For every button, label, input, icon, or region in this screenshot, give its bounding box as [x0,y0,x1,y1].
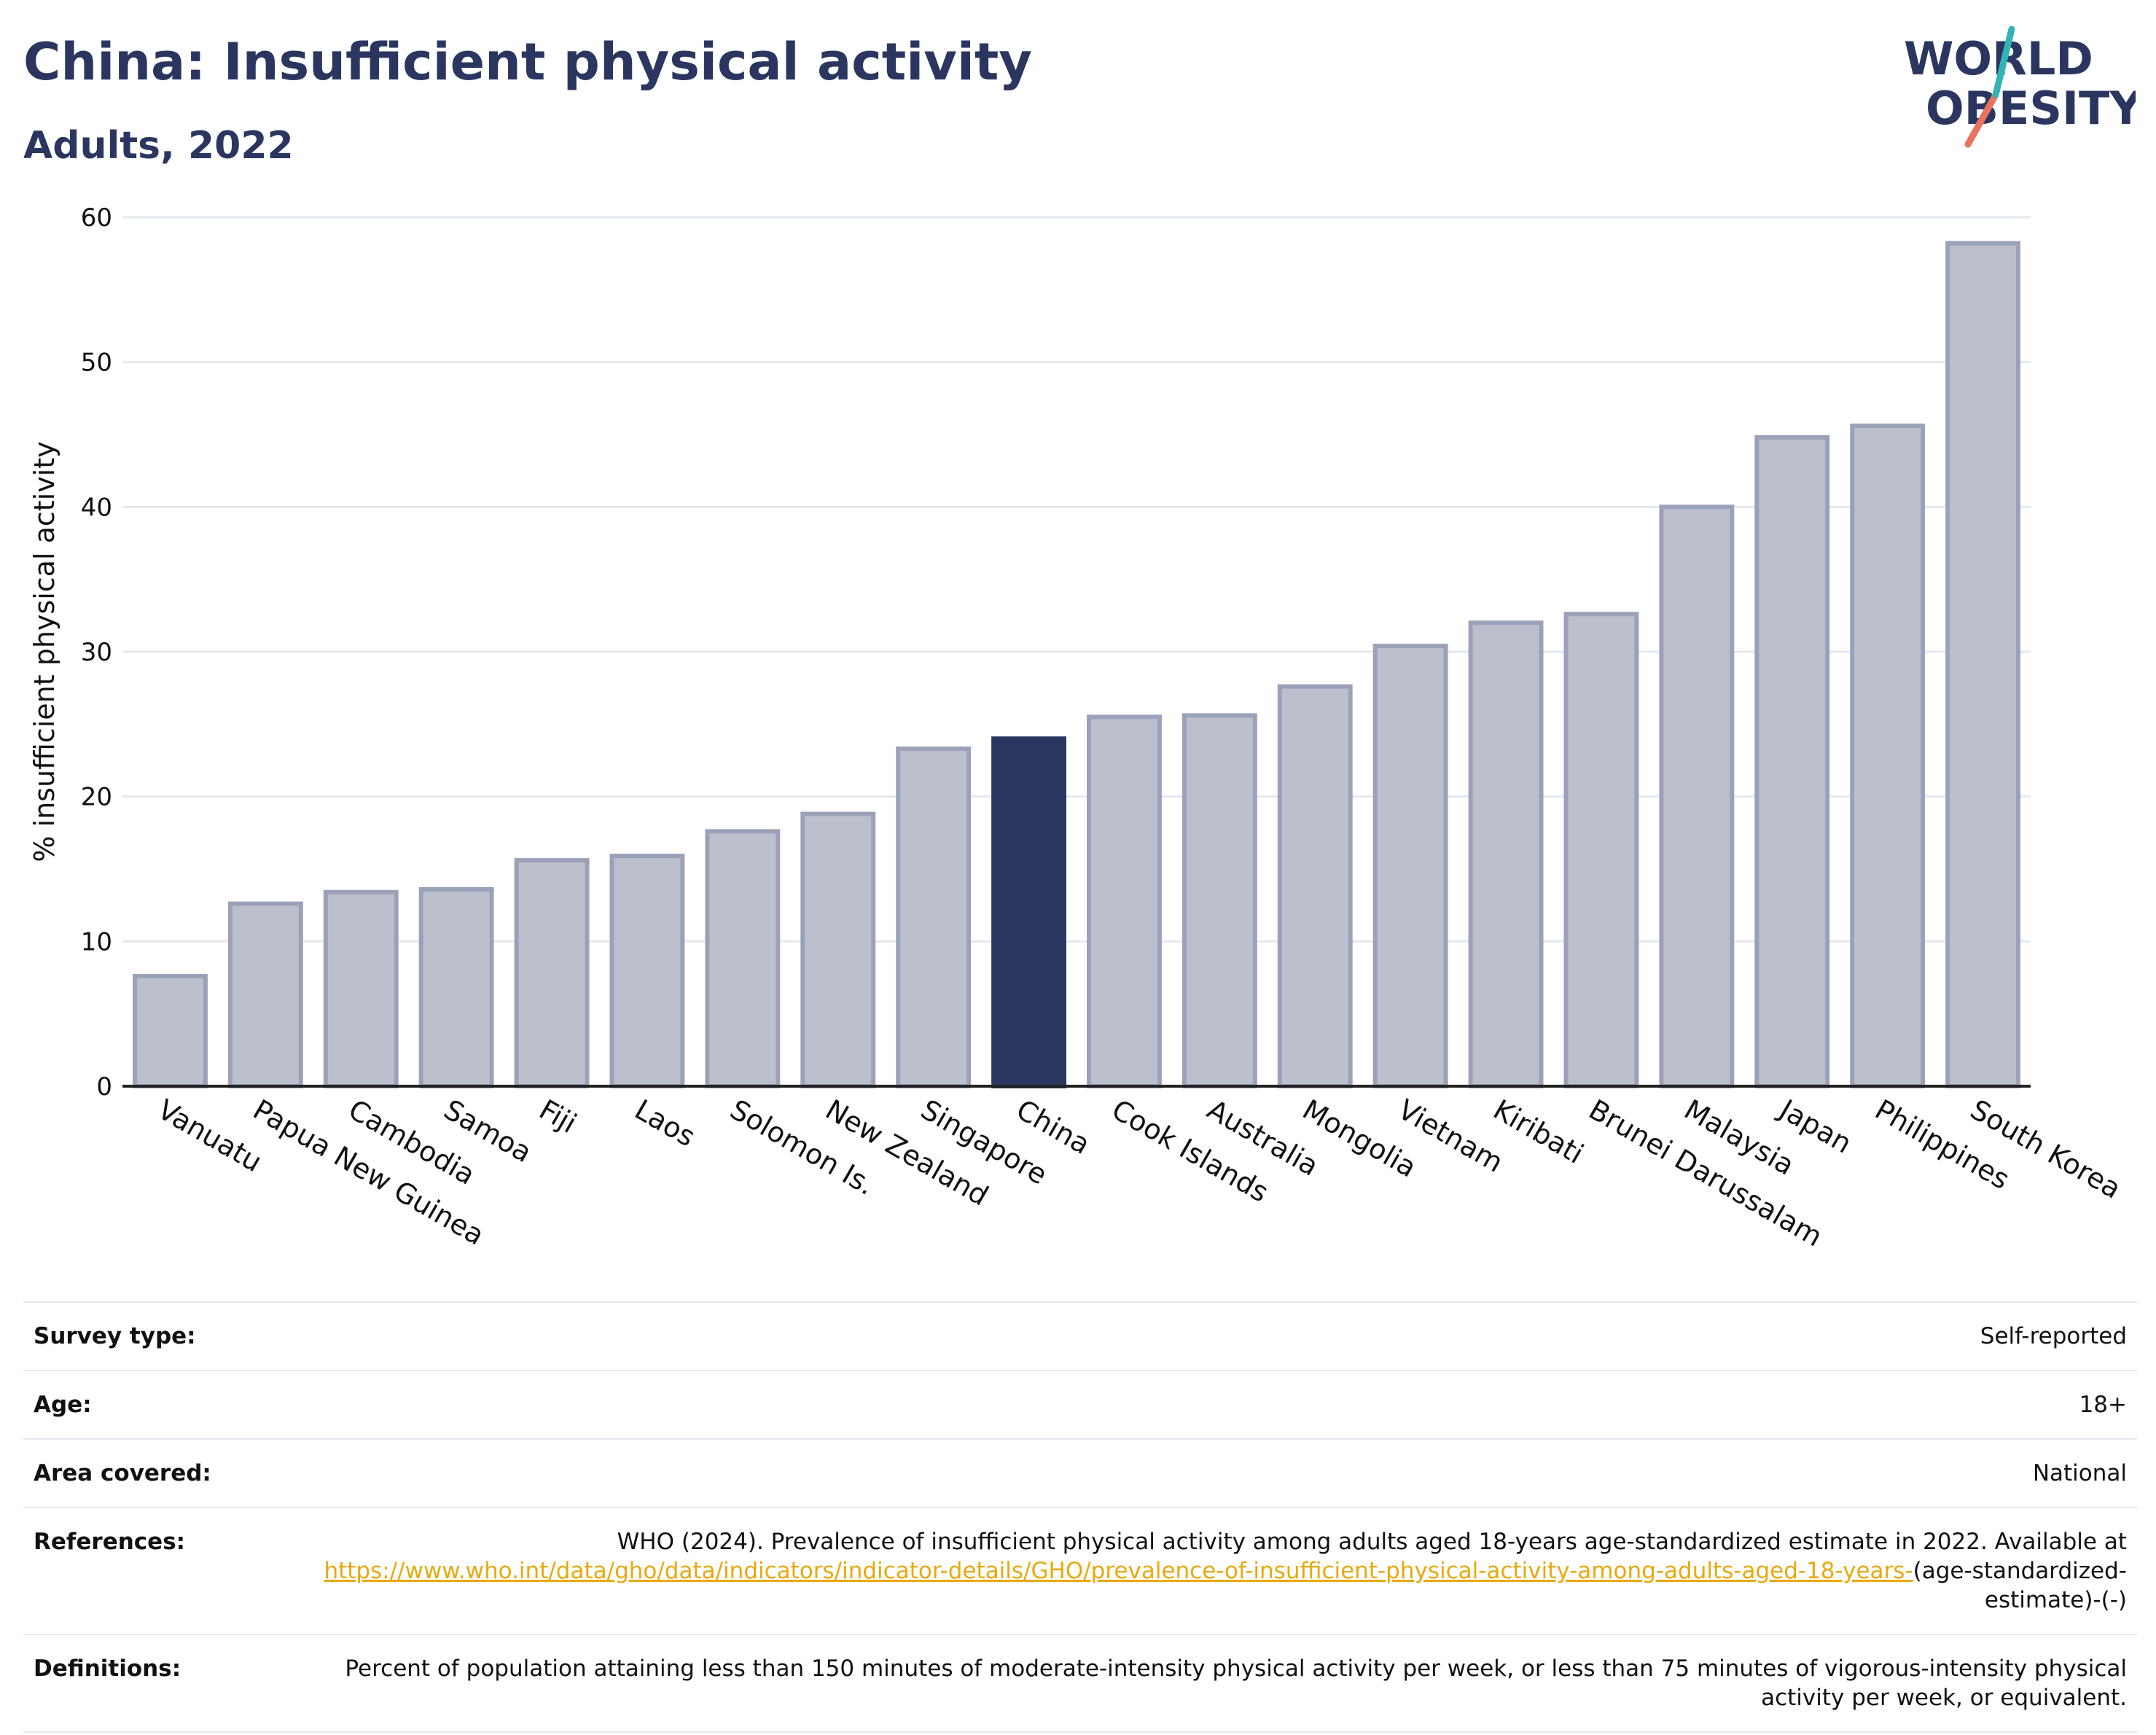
x-tick-label: Laos [629,1093,700,1153]
x-tick-label: Vanuatu [152,1093,267,1178]
logo-line2: OBESITY [1926,82,2136,135]
bar-japan[interactable] [1754,434,1830,1088]
bar-cook-islands[interactable] [1087,714,1162,1089]
metadata-table: Survey type: Self-reported Age: 18+ Area… [23,1301,2137,1733]
bar-solomon-is[interactable] [705,829,781,1088]
meta-row-area: Area covered: National [23,1438,2137,1507]
y-tick-label: 20 [81,783,112,812]
bar-vietnam[interactable] [1372,644,1448,1088]
gridlines [122,216,2031,943]
bar-vanuatu[interactable] [133,974,208,1088]
bar-brunei-darussalam[interactable] [1563,612,1639,1088]
bar-mongolia[interactable] [1277,684,1353,1088]
area-value: National [2032,1460,2127,1486]
world-obesity-logo: WORLD OBESITY [1904,26,2136,148]
references-label: References: [34,1529,186,1555]
y-tick-label: 30 [81,638,112,667]
bar-malaysia[interactable] [1659,504,1735,1089]
bar-singapore[interactable] [896,746,972,1089]
logo-slash-teal [1992,26,2015,98]
references-link[interactable]: https://www.who.int/data/gho/data/indica… [324,1558,1913,1584]
area-label: Area covered: [34,1460,211,1486]
bar-papua-new-guinea[interactable] [227,901,303,1088]
y-tick-label: 40 [81,493,112,522]
meta-row-survey-type: Survey type: Self-reported [23,1301,2137,1370]
bar-kiribati[interactable] [1468,620,1544,1088]
logo-slash-red [1964,91,1999,148]
definitions-value: Percent of population attaining less tha… [345,1656,2127,1711]
references-suffix: (age-standardized-estimate)-(-) [1913,1558,2127,1613]
survey-type-value: Self-reported [1980,1323,2127,1349]
bar-new-zealand[interactable] [800,811,876,1088]
age-label: Age: [34,1392,92,1418]
age-value: 18+ [2079,1392,2127,1418]
bars [133,241,2020,1089]
bar-australia[interactable] [1181,713,1257,1088]
y-axis-label: % insufficient physical activity [28,441,60,862]
survey-type-label: Survey type: [34,1323,196,1349]
chart-subtitle: Adults, 2022 [23,124,294,168]
meta-row-references: References: WHO (2024). Prevalence of in… [23,1507,2137,1634]
bar-cambodia[interactable] [323,889,399,1089]
y-tick-label: 10 [81,927,112,956]
meta-row-age: Age: 18+ [23,1370,2137,1438]
y-tick-label: 60 [81,203,112,233]
references-value: WHO (2024). Prevalence of insufficient p… [296,1527,2127,1615]
references-text: WHO (2024). Prevalence of insufficient p… [617,1529,2127,1555]
bar-china[interactable] [991,736,1066,1088]
bar-south-korea[interactable] [1945,241,2020,1088]
y-tick-label: 50 [81,348,112,378]
bar-philippines[interactable] [1850,424,1926,1088]
x-tick-label: New Zealand [820,1093,993,1212]
chart-title: China: Insufficient physical activity [23,32,1032,92]
meta-row-definitions: Definitions: Percent of population attai… [23,1634,2137,1733]
bar-laos[interactable] [609,854,685,1088]
x-tick-label: Fiji [534,1093,582,1139]
definitions-label: Definitions: [34,1656,181,1682]
y-tick-label: 0 [96,1072,112,1102]
bar-fiji[interactable] [514,858,590,1089]
bar-samoa[interactable] [418,886,494,1089]
y-axis-ticks: 0 10 20 30 40 50 60 [81,203,112,1102]
